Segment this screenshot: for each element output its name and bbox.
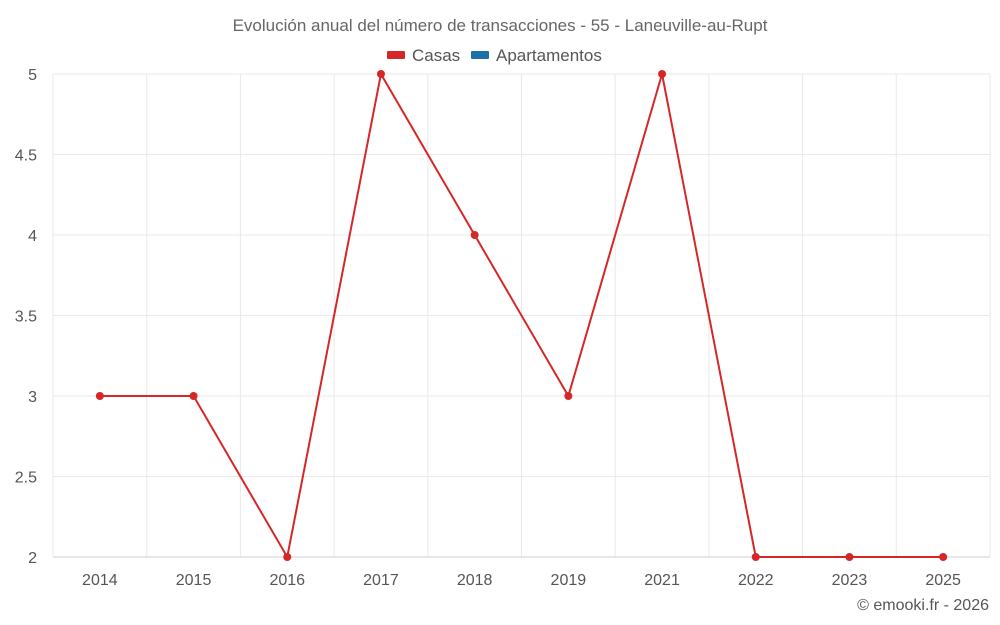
chart-title: Evolución anual del número de transaccio… bbox=[233, 16, 768, 35]
x-tick-label: 2025 bbox=[925, 572, 961, 589]
y-tick-label: 4.5 bbox=[15, 148, 37, 165]
legend-item-casas[interactable]: Casas bbox=[387, 46, 460, 65]
x-tick-label: 2023 bbox=[832, 572, 868, 589]
data-point[interactable] bbox=[189, 392, 198, 400]
legend-swatch-casas bbox=[387, 51, 405, 59]
data-point[interactable] bbox=[95, 392, 104, 400]
y-tick-label: 3 bbox=[28, 389, 37, 406]
legend-label-casas: Casas bbox=[412, 46, 460, 65]
data-point[interactable] bbox=[470, 231, 479, 239]
x-tick-label: 2015 bbox=[176, 572, 212, 589]
data-point[interactable] bbox=[658, 70, 667, 78]
x-tick-label: 2019 bbox=[551, 572, 587, 589]
y-tick-label: 2 bbox=[28, 550, 37, 567]
data-point[interactable] bbox=[283, 553, 292, 561]
x-tick-label: 2018 bbox=[457, 572, 493, 589]
data-point[interactable] bbox=[376, 70, 385, 78]
x-tick-label: 2014 bbox=[82, 572, 118, 589]
data-point[interactable] bbox=[751, 553, 760, 561]
data-point[interactable] bbox=[939, 553, 948, 561]
x-tick-label: 2022 bbox=[738, 572, 774, 589]
y-tick-label: 5 bbox=[28, 67, 37, 84]
series-casas bbox=[95, 70, 948, 561]
series-line-casas bbox=[99, 71, 944, 560]
x-tick-label: 2017 bbox=[363, 572, 399, 589]
legend-item-apartamentos[interactable]: Apartamentos bbox=[471, 46, 602, 65]
y-axis: 2 2.5 3 3.5 4 4.5 5 bbox=[15, 67, 37, 567]
x-tick-label: 2021 bbox=[644, 572, 680, 589]
credit-text: © emooki.fr - 2026 bbox=[857, 597, 989, 614]
legend: Casas Apartamentos bbox=[387, 46, 602, 65]
legend-swatch-apartamentos bbox=[471, 51, 489, 59]
y-tick-label: 4 bbox=[28, 228, 37, 245]
legend-label-apartamentos: Apartamentos bbox=[496, 46, 602, 65]
y-tick-label: 3.5 bbox=[15, 309, 37, 326]
data-point[interactable] bbox=[845, 553, 854, 561]
y-tick-label: 2.5 bbox=[15, 470, 37, 487]
x-axis: 2014 2015 2016 2017 2018 2019 2021 2022 2023 2025 bbox=[53, 556, 990, 589]
data-point[interactable] bbox=[564, 392, 573, 400]
x-tick-label: 2016 bbox=[269, 572, 305, 589]
